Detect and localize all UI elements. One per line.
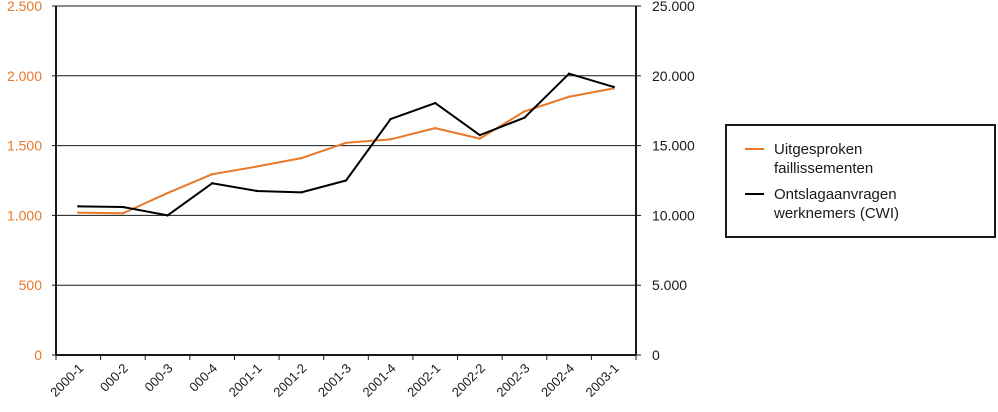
data-point [523,116,526,119]
right-tick-label: 20.000 [652,68,695,84]
axes [55,6,637,356]
x-tick-label: 000-4 [186,361,220,395]
legend-label: faillissementen [774,160,873,177]
left-tick-label: 1.000 [7,207,42,223]
right-tick-label: 0 [652,347,660,363]
right-tick-label: 10.000 [652,207,695,223]
x-tick-label: 2002-4 [538,361,577,400]
data-point [567,72,571,75]
legend-label: werknemers (CWI) [773,205,899,222]
gridlines [56,5,636,286]
legend-label: Uitgesproken [774,141,862,158]
left-tick-label: 0 [34,347,42,363]
x-tick-label: 2002-3 [493,361,532,400]
data-point [389,138,392,141]
data-point [567,95,571,98]
x-tick-label: 2002-1 [404,361,443,400]
series-line-1 [78,87,614,215]
series-lines [77,72,615,217]
left-axis-ticks: 0 500 1.000 1.500 2.000 2.500 [7,0,56,363]
series-line-2 [78,72,614,217]
x-tick-label: 2001-3 [315,361,354,400]
data-point [300,156,303,160]
x-tick-label: 2003-1 [583,361,622,400]
x-axis-ticks: 2000-1 000-2 000-3 000-4 2001-1 2001-2 2001-3 2… [47,355,637,400]
legend-box [725,124,996,238]
data-point [166,214,169,217]
data-point [77,211,80,214]
data-point [434,101,437,105]
data-point [344,141,348,145]
data-point [434,126,437,130]
data-point [389,117,392,121]
data-point [255,189,258,193]
left-tick-label: 2.500 [7,0,42,14]
data-point [77,205,80,208]
x-tick-label: 2001-1 [226,361,265,400]
right-tick-label: 25.000 [652,0,695,14]
data-point [523,110,526,113]
legend: Uitgesproken faillissementen Ontslagaanvra… [725,124,996,238]
data-point [478,137,482,140]
x-tick-label: 2002-2 [449,361,488,400]
x-tick-label: 2001-2 [270,361,309,400]
data-point [210,182,214,185]
right-tick-label: 5.000 [652,277,687,293]
data-point [612,85,615,89]
data-point [121,212,125,215]
left-tick-label: 500 [19,277,43,293]
left-tick-label: 1.500 [7,138,42,154]
legend-label: Ontslagaanvragen [774,186,897,203]
x-tick-label: 2001-4 [360,361,399,400]
data-point [344,179,348,182]
data-point [478,133,482,137]
right-tick-label: 15.000 [652,138,695,154]
x-tick-label: 000-2 [97,361,131,395]
data-point [255,165,258,168]
data-point [166,191,169,195]
data-point [121,205,125,209]
data-point [210,173,214,176]
left-tick-label: 2.000 [7,68,42,84]
x-tick-label: 2000-1 [47,361,86,400]
x-tick-label: 000-3 [142,361,176,395]
data-point [300,191,303,194]
right-axis-ticks: 0 5.000 10.000 15.000 20.000 25.000 [636,0,695,363]
